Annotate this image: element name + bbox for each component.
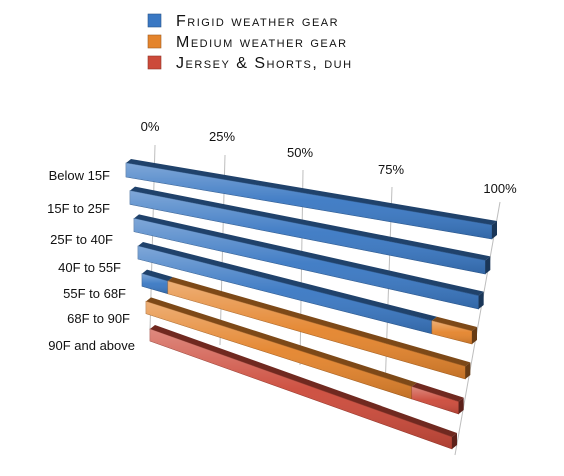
bar-row-below-15f xyxy=(125,159,497,240)
category-label-below-15f: Below 15F xyxy=(49,168,110,183)
category-label-90f-and-above: 90F and above xyxy=(48,338,135,353)
x-tick-50: 50% xyxy=(287,145,313,160)
legend-swatch-jersey-shorts-duh xyxy=(147,55,162,70)
category-label-25f-to-40f: 25F to 40F xyxy=(50,232,113,247)
bar-row-40f-to-55f xyxy=(137,242,477,345)
bar-top-below-15f-frigid-weather-gear xyxy=(126,159,497,225)
bar-cap-15f-to-25f xyxy=(485,256,491,274)
bar-top-55f-to-68f-medium-weather-gear xyxy=(167,277,471,367)
bar-top-68f-to-90f-medium-weather-gear xyxy=(146,297,417,387)
category-labels: Below 15F 15F to 25F 25F to 40F 40F to 55F 5… xyxy=(47,168,135,353)
x-tick-25: 25% xyxy=(209,129,235,144)
bars xyxy=(125,159,497,450)
bar-gloss-25f-to-40f-frigid-weather-gear xyxy=(134,218,479,309)
bar-top-15f-to-25f-frigid-weather-gear xyxy=(130,186,491,261)
x-tick-0: 0% xyxy=(141,119,160,134)
legend-label-medium-weather-gear: Medium weather gear xyxy=(176,34,348,51)
bar-gloss-68f-to-90f-jersey-shorts-duh xyxy=(411,386,459,414)
bar-cap-below-15f xyxy=(492,221,497,239)
bar-gloss-40f-to-55f-frigid-weather-gear xyxy=(138,246,432,334)
bar-gloss-below-15f-frigid-weather-gear xyxy=(126,163,492,239)
bar-cap-90f-and-above xyxy=(452,433,457,449)
bar-cap-55f-to-68f xyxy=(465,362,471,379)
bar-row-15f-to-25f xyxy=(129,186,491,275)
bar-gloss-55f-to-68f-medium-weather-gear xyxy=(167,281,466,379)
x-tick-labels: 0% 25% 50% 75% 100% xyxy=(141,119,517,196)
bar-cap-25f-to-40f xyxy=(478,291,484,309)
category-label-40f-to-55f: 40F to 55F xyxy=(58,260,121,275)
x-tick-75: 75% xyxy=(378,162,404,177)
legend-swatch-frigid-weather-gear xyxy=(147,13,162,28)
bar-gloss-15f-to-25f-frigid-weather-gear xyxy=(130,190,486,274)
bar-row-25f-to-40f xyxy=(133,214,484,310)
bar-top-55f-to-68f-frigid-weather-gear xyxy=(142,269,173,282)
x-tick-100: 100% xyxy=(483,181,517,196)
bar-top-40f-to-55f-frigid-weather-gear xyxy=(138,242,437,321)
legend-swatch-medium-weather-gear xyxy=(147,34,162,49)
bar-cap-40f-to-55f xyxy=(472,327,477,344)
bar-row-68f-to-90f xyxy=(145,297,464,415)
bar-gloss-55f-to-68f-frigid-weather-gear xyxy=(142,273,168,294)
category-label-55f-to-68f: 55F to 68F xyxy=(63,286,126,301)
bar-top-90f-and-above-jersey-shorts-duh xyxy=(150,325,457,437)
bar-row-90f-and-above xyxy=(149,325,457,450)
category-label-68f-to-90f: 68F to 90F xyxy=(67,311,130,326)
bar-gloss-40f-to-55f-medium-weather-gear xyxy=(431,320,472,344)
legend-label-jersey-shorts-duh: Jersey & Shorts, duh xyxy=(176,55,353,72)
gridline-100 xyxy=(454,201,501,456)
bar-top-68f-to-90f-jersey-shorts-duh xyxy=(411,382,464,402)
bar-top-40f-to-55f-medium-weather-gear xyxy=(431,316,477,331)
legend: Frigid weather gear Medium weather gear Je… xyxy=(147,13,353,72)
bar-gloss-90f-and-above-jersey-shorts-duh xyxy=(150,329,452,449)
legend-label-frigid-weather-gear: Frigid weather gear xyxy=(176,13,339,30)
bar-top-25f-to-40f-frigid-weather-gear xyxy=(134,214,484,296)
bar-row-55f-to-68f xyxy=(141,269,471,380)
bar-gloss-68f-to-90f-medium-weather-gear xyxy=(146,301,412,399)
bar-cap-68f-to-90f xyxy=(458,397,464,414)
category-label-15f-to-25f: 15F to 25F xyxy=(47,201,110,216)
